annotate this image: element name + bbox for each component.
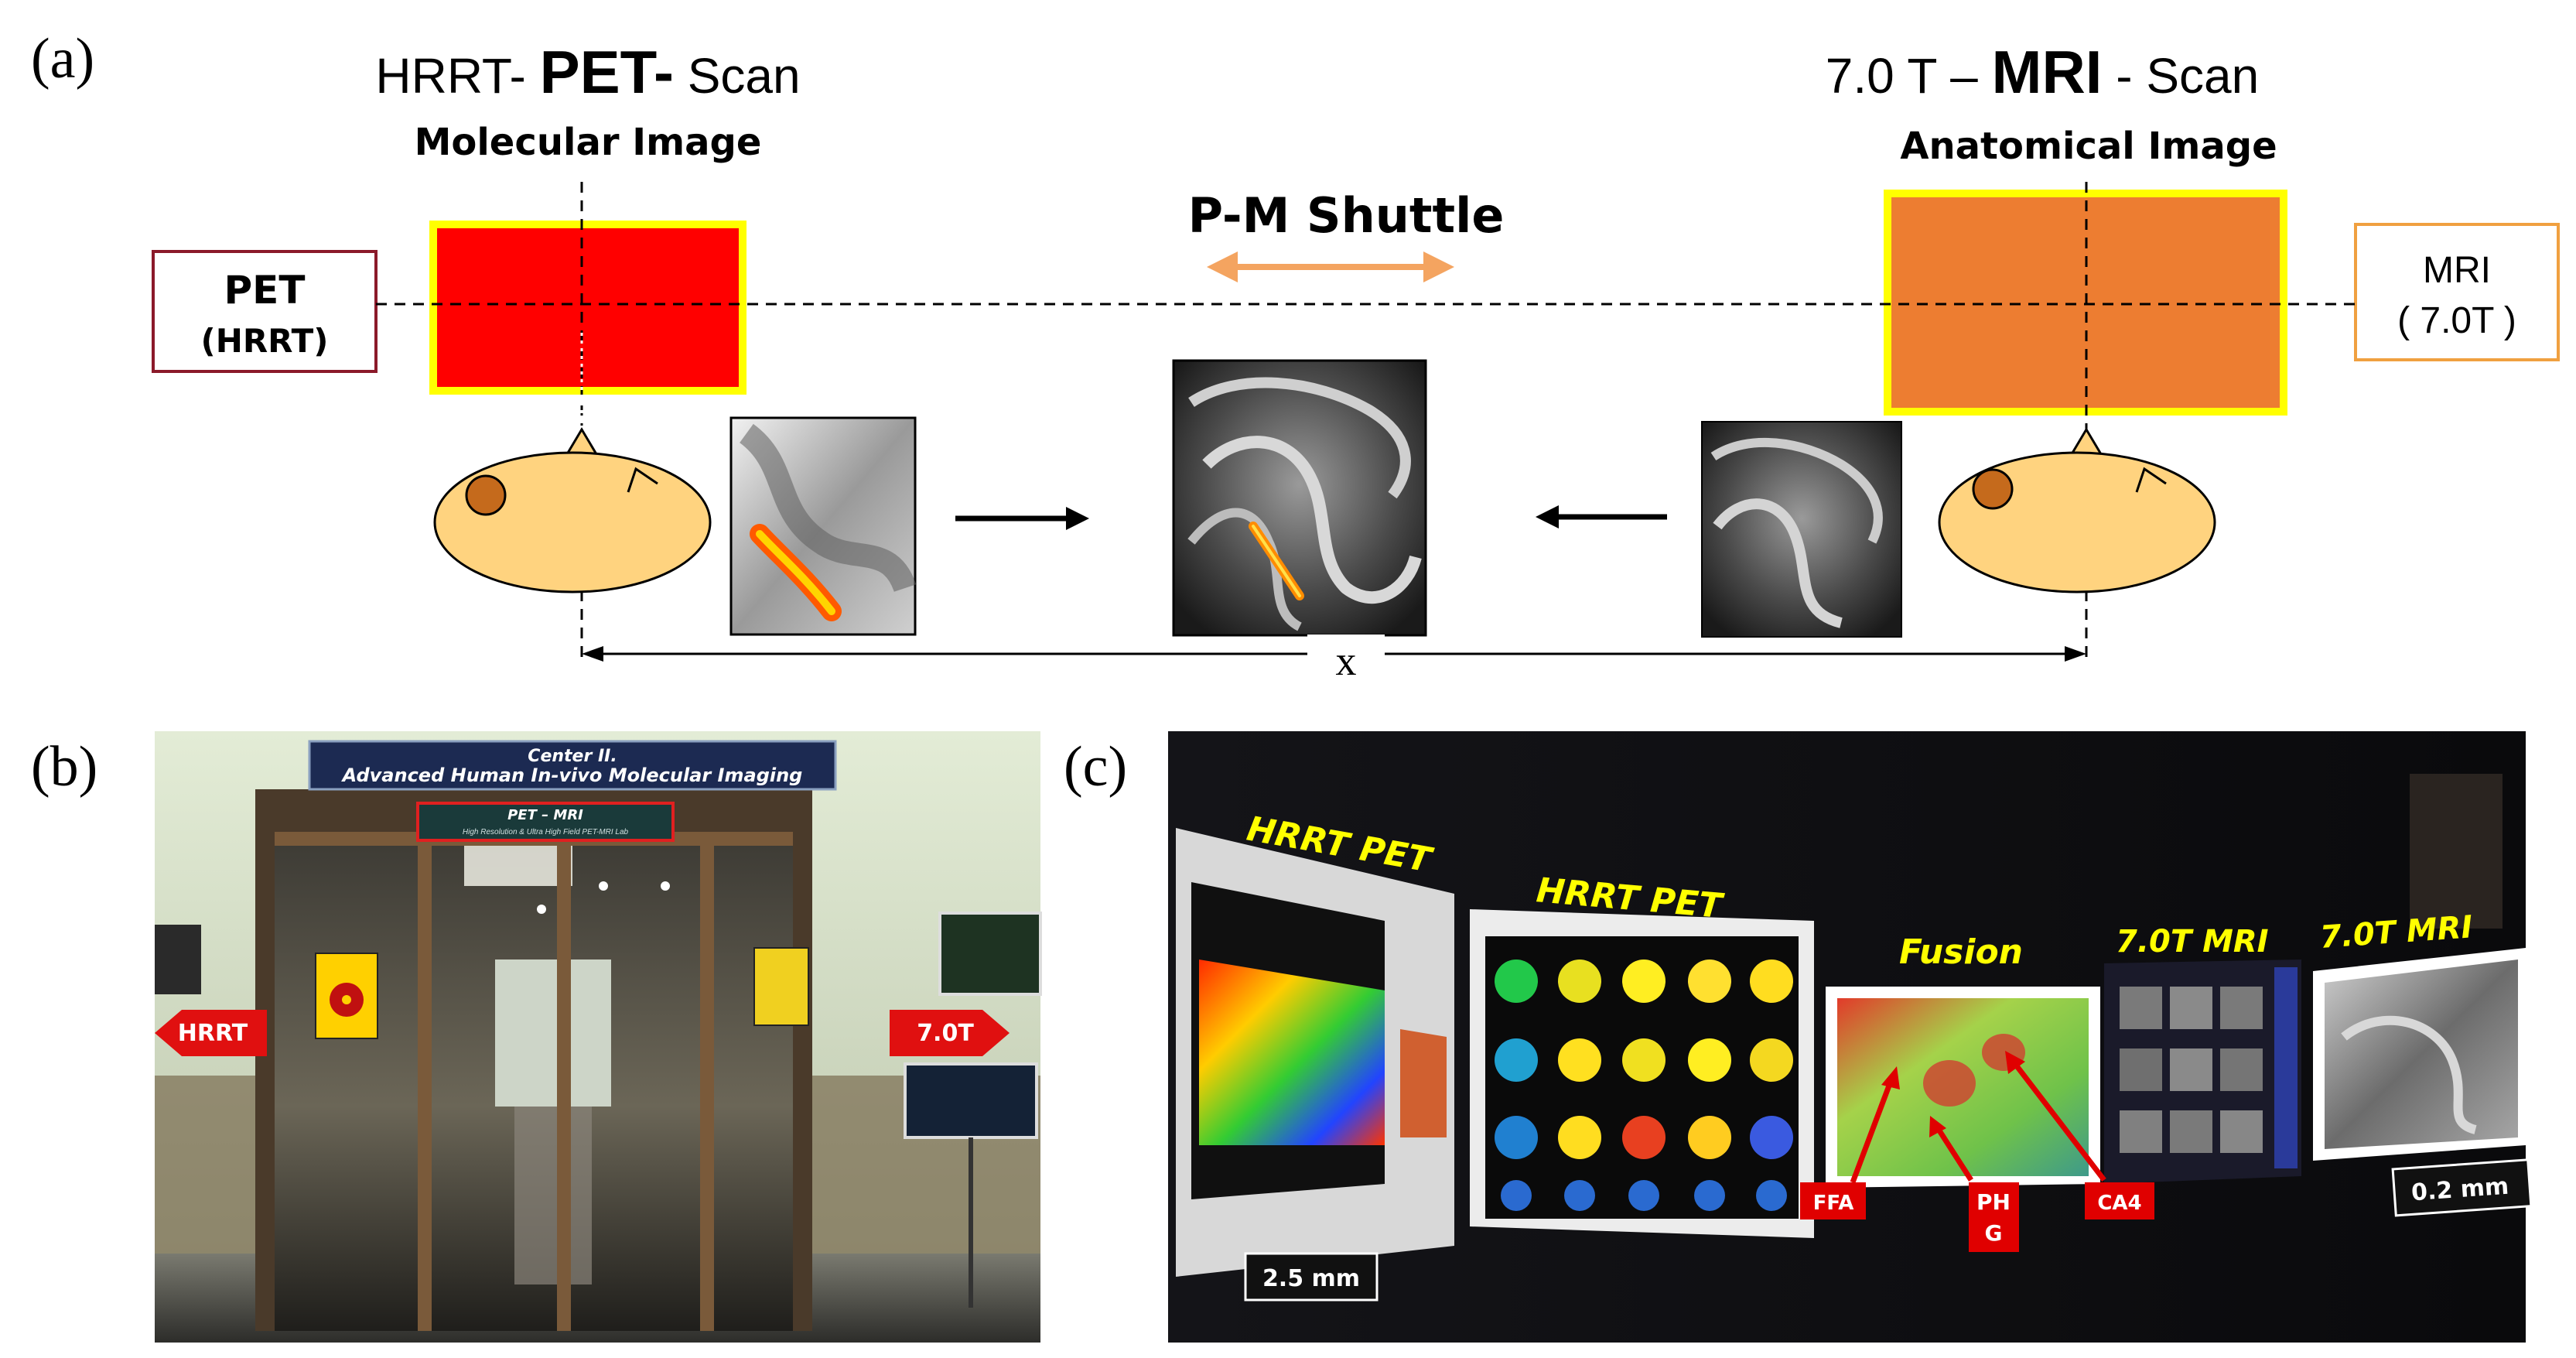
pet-slice-image	[729, 416, 917, 636]
mri-box-line1: MRI	[2423, 250, 2491, 291]
pet-box-line1: PET	[224, 268, 306, 313]
hrrt-sign-text: HRRT	[178, 1020, 248, 1047]
ear-left	[465, 474, 507, 516]
mri-7t-box: MRI ( 7.0T )	[2354, 223, 2560, 361]
scale-bar-0-2mm: 0.2 mm	[2391, 1158, 2533, 1217]
pet-scanner-block	[429, 221, 746, 395]
monitor-hrrt-pet-2: HRRT PET	[1470, 871, 1814, 1238]
tag-ffa-text: FFA	[1813, 1192, 1854, 1215]
panel-b: (b) Center II. Advanced Human In-vivo Mo…	[31, 731, 1042, 1343]
seven-tesla-sign-text: 7.0T	[917, 1020, 974, 1047]
plaque-line1: PET – MRI	[507, 807, 583, 823]
mri-slice-image	[1701, 421, 1902, 638]
sign-line1: Center II.	[528, 747, 617, 766]
panel-a-label: (a)	[31, 27, 94, 91]
scale-left-text: 2.5 mm	[1262, 1265, 1360, 1292]
distance-dimension: x	[582, 635, 2086, 684]
shuttle-double-arrow	[1207, 251, 1454, 282]
lab-entrance-photo: Center II. Advanced Human In-vivo Molecu…	[155, 731, 1042, 1343]
pet-box-line2: (HRRT)	[201, 322, 329, 360]
pm-shuttle-label: P-M Shuttle	[1188, 187, 1505, 244]
tag-phg-line2: G	[1985, 1220, 2003, 1246]
monitor-7t-mri-1: 7.0T MRI	[2104, 924, 2301, 1184]
mri-scan-title: 7.0 T – MRI - Scan	[1826, 38, 2259, 106]
panel-c-label: (c)	[1064, 735, 1127, 799]
workstation-photo: HRRT PET HRRT PET Fusion	[1168, 731, 2533, 1343]
anatomical-image-subtitle: Anatomical Image	[1900, 125, 2277, 168]
fused-slice-image	[1172, 359, 1427, 637]
scale-bar-2-5mm: 2.5 mm	[1244, 1252, 1379, 1302]
hrrt-direction-sign: HRRT	[155, 1010, 267, 1056]
monitor-hrrt-pet-1: HRRT PET	[1176, 809, 1454, 1277]
distance-label: x	[1336, 638, 1357, 684]
monitor-label-fusion: Fusion	[1899, 932, 2023, 972]
mri-slice-grid	[2120, 987, 2263, 1153]
pet-scan-title: HRRT- PET- Scan	[375, 38, 800, 106]
tag-ffa: FFA	[1800, 1182, 1866, 1219]
panel-c: (c) HRRT PET	[1064, 731, 2533, 1343]
ear-right	[1972, 468, 2014, 510]
monitor-fusion: Fusion	[1826, 932, 2100, 1188]
seven-tesla-direction-sign: 7.0T	[890, 1010, 1010, 1056]
head-right	[1938, 427, 2216, 593]
plaque-line2: High Resolution & Ultra High Field PET-M…	[463, 828, 629, 836]
molecular-image-subtitle: Molecular Image	[415, 121, 762, 164]
panel-b-label: (b)	[31, 735, 97, 799]
tag-phg-line1: PH	[1976, 1189, 2011, 1215]
panel-a: (a) HRRT- PET- Scan Molecular Image 7.0 …	[31, 27, 2560, 684]
pet-slice-grid	[1495, 959, 1793, 1211]
monitor-7t-mri-2: 7.0T MRI	[2313, 909, 2526, 1161]
tag-ca4: CA4	[2085, 1182, 2154, 1219]
head-left	[433, 427, 712, 593]
mri-box-line2: ( 7.0T )	[2397, 300, 2516, 341]
pet-hrrt-box: PET (HRRT)	[152, 250, 378, 373]
monitor-label-7t-mri-1: 7.0T MRI	[2116, 924, 2269, 959]
tag-phg: PH G	[1969, 1182, 2019, 1252]
tag-ca4-text: CA4	[2097, 1192, 2141, 1215]
sign-line2: Advanced Human In-vivo Molecular Imaging	[341, 765, 803, 786]
